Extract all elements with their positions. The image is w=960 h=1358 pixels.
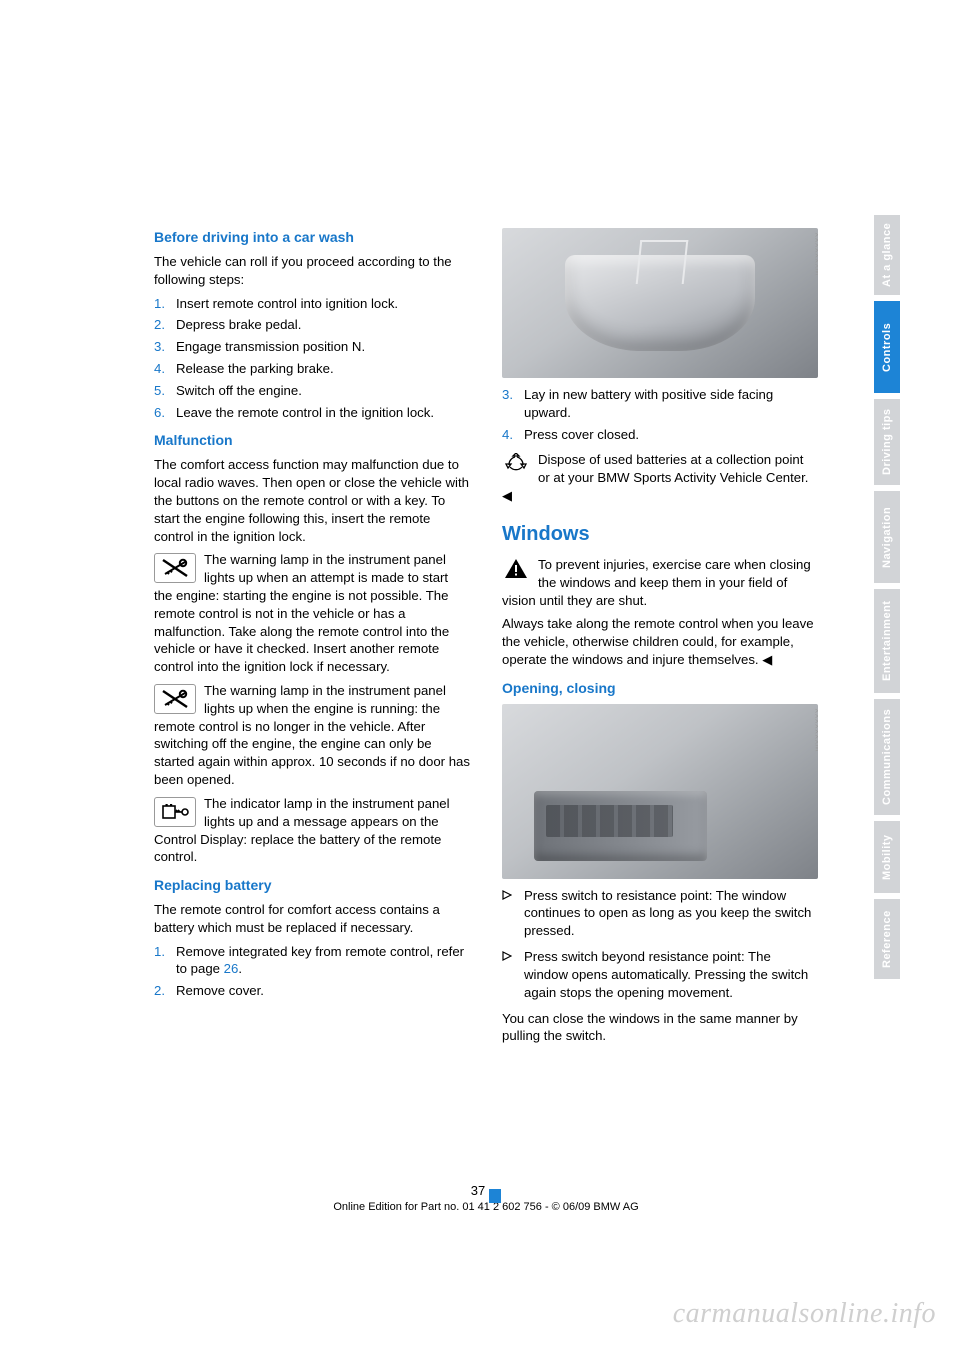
heading-battery: Replacing battery [154,876,470,895]
warn1-text: The warning lamp in the instrument panel… [154,552,449,674]
list-item: 3. Lay in new battery with positive side… [502,386,818,422]
triangle-bullet-icon [502,948,524,1001]
list-number: 1. [154,295,176,313]
list-text: Engage transmission position N. [176,338,470,356]
list-text: Remove integrated key from remote contro… [176,943,470,979]
page-number-row: 37 [154,1183,818,1199]
list-item: 1.Insert remote control into ignition lo… [154,295,470,313]
sidetab-reference[interactable]: Reference [874,899,900,979]
warn2-text: The warning lamp in the instrument panel… [154,683,470,787]
sidetab-communications[interactable]: Communications [874,699,900,815]
list-text: Depress brake pedal. [176,316,470,334]
page-link-26[interactable]: 26 [224,961,239,976]
list-item: 2.Depress brake pedal. [154,316,470,334]
list-number: 1. [154,943,176,979]
left-column: Before driving into a car wash The vehic… [154,228,470,1051]
figure-code: WXXXXXXX [814,708,818,751]
heading-carwash: Before driving into a car wash [154,228,470,247]
list-text: Switch off the engine. [176,382,470,400]
carwash-intro: The vehicle can roll if you proceed acco… [154,253,470,289]
sidetab-driving-tips[interactable]: Driving tips [874,399,900,485]
open-close-list: Press switch to resistance point: The wi… [502,887,818,1002]
list-text: Release the parking brake. [176,360,470,378]
page-number: 37 [471,1183,485,1198]
key-warning-icon [154,684,196,714]
list-number: 4. [154,360,176,378]
list-number: 6. [154,404,176,422]
list-item: Press switch to resistance point: The wi… [502,887,818,940]
sidetab-entertainment[interactable]: Entertainment [874,589,900,693]
windows-warn-text: To prevent injuries, exercise care when … [502,557,811,608]
list-text: Press switch to resistance point: The wi… [524,887,818,940]
battery-steps: 1. Remove integrated key from remote con… [154,943,470,1000]
list-number: 5. [154,382,176,400]
windows-warn-tail: Always take along the remote control whe… [502,615,818,668]
right-column: WXXXXXXX 3. Lay in new battery with posi… [502,228,818,1051]
list-number: 3. [502,386,524,422]
open-close-tail: You can close the windows in the same ma… [502,1010,818,1046]
dispose-text: Dispose of used batteries at a collectio… [502,452,808,503]
list-number: 2. [154,982,176,1000]
figure-key-battery: WXXXXXXX [502,228,818,378]
list-item: 6.Leave the remote control in the igniti… [154,404,470,422]
warn-block-1: The warning lamp in the instrument panel… [154,551,470,676]
warn3-text: The indicator lamp in the instrument pan… [154,796,450,864]
list-text: Remove cover. [176,982,470,1000]
battery-step1-a: Remove integrated key from remote contro… [176,944,464,977]
page: Before driving into a car wash The vehic… [0,0,960,1358]
content-area: Before driving into a car wash The vehic… [154,228,818,1051]
warning-triangle-icon [502,557,530,581]
heading-windows: Windows [502,521,818,548]
list-text: Insert remote control into ignition lock… [176,295,470,313]
footer-line: Online Edition for Part no. 01 41 2 602 … [154,1201,818,1213]
sidetab-controls[interactable]: Controls [874,301,900,393]
list-number: 2. [154,316,176,334]
sidetab-navigation[interactable]: Navigation [874,491,900,583]
battery-steps-cont: 3. Lay in new battery with positive side… [502,386,818,443]
page-number-bar [489,1189,501,1203]
dispose-block: Dispose of used batteries at a collectio… [502,451,818,504]
heading-malfunction: Malfunction [154,431,470,450]
list-text: Press switch beyond resistance point: Th… [524,948,818,1001]
battery-intro: The remote control for comfort access co… [154,901,470,937]
recycle-icon [502,452,530,476]
carwash-steps: 1.Insert remote control into ignition lo… [154,295,470,422]
figure-window-switches: WXXXXXXX [502,704,818,879]
key-battery-icon [154,797,196,827]
heading-open-close: Opening, closing [502,679,818,698]
list-text: Press cover closed. [524,426,818,444]
list-text: Leave the remote control in the ignition… [176,404,470,422]
page-footer: 37 Online Edition for Part no. 01 41 2 6… [154,1183,818,1213]
list-number: 4. [502,426,524,444]
warn-block-3: The indicator lamp in the instrument pan… [154,795,470,866]
list-item: 4. Press cover closed. [502,426,818,444]
list-item: 2. Remove cover. [154,982,470,1000]
key-warning-icon [154,553,196,583]
list-item: 4.Release the parking brake. [154,360,470,378]
triangle-bullet-icon [502,887,524,940]
battery-step1-tail: . [238,961,242,976]
figure-code: WXXXXXXX [814,232,818,275]
list-item: Press switch beyond resistance point: Th… [502,948,818,1001]
list-item: 1. Remove integrated key from remote con… [154,943,470,979]
windows-warning: To prevent injuries, exercise care when … [502,556,818,609]
list-text: Lay in new battery with positive side fa… [524,386,818,422]
list-item: 3.Engage transmission position N. [154,338,470,356]
two-columns: Before driving into a car wash The vehic… [154,228,818,1051]
warn-block-2: The warning lamp in the instrument panel… [154,682,470,789]
malfunction-intro: The comfort access function may malfunct… [154,456,470,545]
sidetab-mobility[interactable]: Mobility [874,821,900,893]
sidetab-at-a-glance[interactable]: At a glance [874,215,900,295]
list-item: 5.Switch off the engine. [154,382,470,400]
side-tabs: At a glance Controls Driving tips Navigatio… [874,215,900,985]
list-number: 3. [154,338,176,356]
site-watermark: carmanualsonline.info [673,1298,936,1330]
